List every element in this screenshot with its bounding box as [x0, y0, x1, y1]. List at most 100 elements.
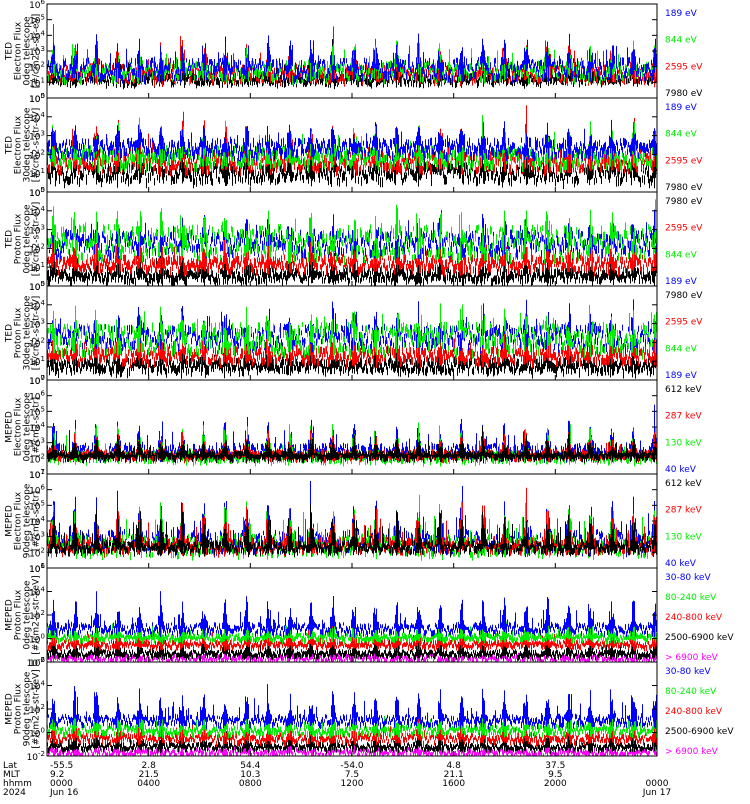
- y-axis-label-line: [#/cm2-s-str-eV]: [32, 14, 42, 89]
- y-axis-label-line: TED: [5, 230, 15, 249]
- y-axis-label-line: [#/cm2-s-str-keV]: [32, 575, 42, 654]
- y-axis-label-5: MEPED Electron Flux 90deg telescope [#/cm2-…: [5, 483, 42, 558]
- y-tick-label-6-3: 104: [29, 586, 45, 599]
- y-axis-label-line: Proton Flux: [14, 213, 24, 264]
- y-tick-label-2-2: 102: [29, 242, 45, 255]
- y-tick-label-2-3: 103: [29, 224, 45, 237]
- y-tick-label-4-1: 102: [29, 452, 45, 465]
- y-axis-label-line: Electron Flux: [14, 21, 24, 80]
- y-tick-label-0-6: 106: [29, 0, 45, 11]
- y-axis-label-line: TED: [5, 324, 15, 343]
- legend-entry-3-1: 2595 eV: [665, 318, 703, 328]
- legend-entry-6-2: 240-800 keV: [665, 613, 723, 623]
- series-trace-7-4: [47, 684, 657, 730]
- y-tick-label-5-0: 101: [29, 562, 45, 575]
- x-axis-value-2-2: 0800: [239, 779, 262, 789]
- legend-entry-2-3: 189 eV: [665, 277, 698, 287]
- y-tick-label-6-4: 106: [29, 562, 45, 575]
- legend-entry-0-2: 2595 eV: [665, 62, 703, 72]
- x-axis-value-2-1: 10.3: [240, 770, 260, 780]
- x-axis-value-3-0: -54.0: [340, 761, 364, 771]
- y-tick-label-5-2: 103: [29, 531, 45, 544]
- y-tick-label-3-2: 102: [29, 336, 45, 349]
- y-axis-label-line: [#/cm2-s-str]: [32, 397, 42, 457]
- y-axis-label-line: 0deg telescope: [23, 204, 33, 274]
- y-axis-label-line: Electron Flux: [14, 397, 24, 456]
- legend-entry-4-1: 287 keV: [665, 412, 702, 422]
- y-tick-label-5-3: 104: [29, 515, 45, 528]
- legend-entry-1-3: 7980 eV: [665, 183, 703, 193]
- y-tick-label-5-6: 107: [29, 468, 45, 481]
- legend-entry-1-0: 189 eV: [665, 103, 698, 113]
- y-axis-label-4: MEPED Electron Flux 0deg telescope [#/cm2-s…: [5, 392, 42, 462]
- legend-entry-5-3: 40 keV: [665, 559, 697, 569]
- y-axis-label-line: 90deg telescope: [23, 671, 33, 746]
- y-tick-label-1-5: 105: [29, 92, 45, 105]
- legend-entry-7-1: 80-240 keV: [665, 687, 717, 697]
- y-axis-label-line: [#/cm2-s-str-eV]: [32, 202, 42, 277]
- legend-entry-6-4: > 6900 keV: [665, 653, 719, 663]
- x-axis-value-0-3: Jun 16: [49, 788, 79, 798]
- y-axis-label-line: 0deg telescope: [23, 16, 33, 86]
- legend-entry-1-2: 2595 eV: [665, 156, 703, 166]
- legend-entry-4-3: 40 keV: [665, 465, 697, 475]
- y-tick-label-0-4: 104: [29, 29, 45, 42]
- y-axis-label-line: [#/cm2-s-str-keV]: [32, 669, 42, 748]
- y-tick-label-1-1: 101: [29, 167, 45, 180]
- y-axis-label-line: 30deg telescope: [23, 295, 33, 370]
- y-tick-label-0-1: 101: [29, 76, 45, 89]
- y-axis-label-line: Proton Flux: [14, 683, 24, 734]
- legend-entry-0-0: 189 eV: [665, 9, 698, 19]
- y-axis-label-line: 0deg telescope: [23, 392, 33, 462]
- y-tick-label-2-1: 101: [29, 261, 45, 274]
- y-tick-label-6-1: 100: [29, 633, 45, 646]
- y-tick-label-5-1: 102: [29, 546, 45, 559]
- x-axis-row-label-0: Lat: [3, 761, 18, 771]
- legend-entry-7-0: 30-80 keV: [665, 667, 711, 677]
- y-axis-label-0: TED Electron Flux 0deg telescope [#/cm2-s-s…: [5, 14, 42, 89]
- x-axis-row-label-2: hhmm: [3, 779, 32, 789]
- y-tick-label-0-5: 105: [29, 14, 45, 27]
- legend-entry-7-4: > 6900 keV: [665, 747, 719, 757]
- y-axis-label-line: MEPED: [5, 599, 15, 631]
- legend-entry-6-1: 80-240 keV: [665, 593, 717, 603]
- x-axis-value-5-2: 2000: [544, 779, 567, 789]
- y-tick-label-4-0: 101: [29, 468, 45, 481]
- y-axis-label-3: TED Proton Flux 30deg telescope [#/cm2-s-st…: [5, 295, 42, 370]
- legend-entry-7-2: 240-800 keV: [665, 707, 723, 717]
- y-axis-label-line: 30deg telescope: [23, 107, 33, 182]
- legend-entry-3-0: 7980 eV: [665, 291, 703, 301]
- y-tick-label-3-3: 103: [29, 318, 45, 331]
- legend-entry-0-3: 7980 eV: [665, 89, 703, 99]
- y-tick-label-4-4: 105: [29, 405, 45, 418]
- y-tick-label-3-0: 100: [29, 374, 45, 387]
- y-axis-label-line: [#/cm2-s-str-eV]: [32, 296, 42, 371]
- legend-entry-6-3: 2500-6900 keV: [665, 633, 734, 643]
- y-axis-label-6: MEPED Proton Flux 0deg telescope [#/cm2-s-s…: [5, 575, 42, 654]
- y-axis-label-7: MEPED Proton Flux 90deg telescope [#/cm2-s-…: [5, 669, 42, 748]
- y-axis-label-line: MEPED: [5, 693, 15, 725]
- y-tick-label-1-2: 102: [29, 148, 45, 161]
- y-tick-label-4-2: 103: [29, 437, 45, 450]
- y-axis-label-2: TED Proton Flux 0deg telescope [#/cm2-s-str…: [5, 202, 42, 277]
- legend-entry-5-0: 612 keV: [665, 479, 702, 489]
- y-axis-label-line: MEPED: [5, 411, 15, 443]
- legend-entry-5-2: 130 keV: [665, 532, 702, 542]
- x-axis-value-4-0: 4.8: [447, 761, 462, 771]
- legend-entry-2-0: 7980 eV: [665, 197, 703, 207]
- x-axis-value-0-1: 9.2: [50, 770, 64, 780]
- legend-entry-2-2: 844 eV: [665, 250, 698, 260]
- y-tick-label-6-2: 102: [29, 609, 45, 622]
- y-tick-label-0-0: 100: [29, 92, 45, 105]
- x-axis-value-4-2: 1600: [442, 779, 465, 789]
- x-axis-value-5-1: 9.5: [548, 770, 562, 780]
- legend-entry-4-0: 612 keV: [665, 385, 702, 395]
- y-axis-label-line: TED: [5, 42, 15, 61]
- x-axis-value-0-0: -55.5: [50, 761, 73, 771]
- y-tick-label-7-1: 100: [29, 727, 45, 740]
- y-tick-label-7-0: 10-2: [27, 750, 45, 763]
- y-tick-label-2-4: 104: [29, 205, 45, 218]
- legend-entry-6-0: 30-80 keV: [665, 573, 711, 583]
- y-axis-label-line: MEPED: [5, 505, 15, 537]
